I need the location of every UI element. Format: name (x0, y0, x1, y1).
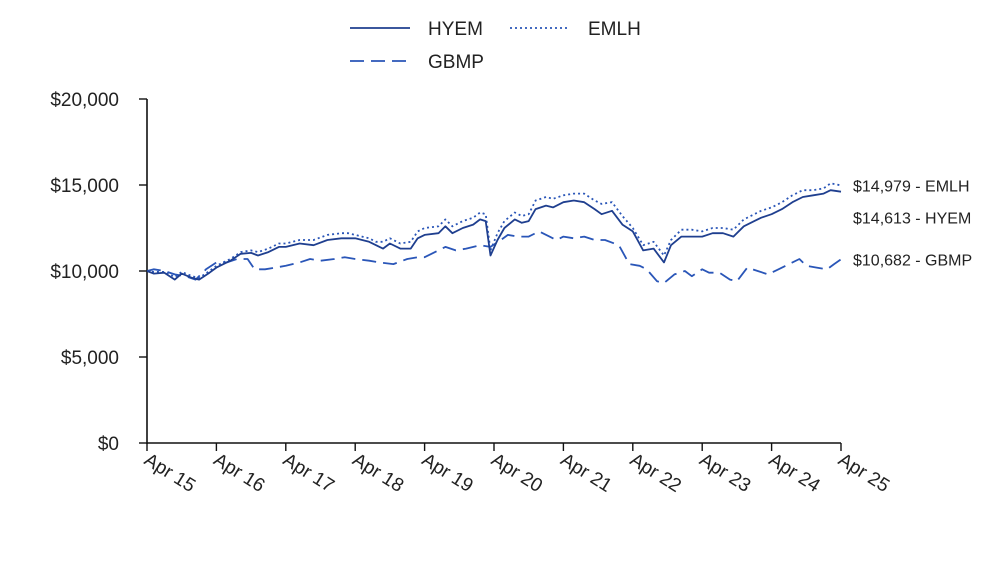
x-tick-label: Apr 19 (418, 449, 477, 496)
end-label-gbmp: $10,682 - GBMP (853, 252, 972, 269)
y-tick-label: $5,000 (61, 348, 119, 369)
legend-label-emlh: EMLH (588, 19, 641, 40)
x-tick-label: Apr 15 (140, 449, 199, 496)
end-labels: $14,979 - EMLH $14,613 - HYEM $10,682 - GB… (853, 178, 972, 269)
x-tick-label: Apr 24 (765, 449, 824, 497)
legend: HYEM EMLH GBMP (350, 19, 641, 73)
series-line-emlh (146, 182, 842, 279)
x-tick-label: Apr 20 (487, 449, 546, 496)
series-line-hyem (146, 189, 842, 281)
y-tick-label: $10,000 (50, 262, 119, 283)
end-label-hyem: $14,613 - HYEM (853, 210, 971, 227)
series-lines (146, 182, 842, 284)
x-tick-label: Apr 25 (834, 449, 893, 496)
y-tick-label: $0 (98, 434, 119, 455)
end-label-emlh: $14,979 - EMLH (853, 178, 970, 195)
x-axis-ticks: Apr 15 Apr 16 Apr 17 Apr 18 Apr 19 Apr 20 Apr … (140, 443, 893, 497)
x-tick-label: Apr 17 (279, 449, 338, 496)
x-tick-label: Apr 16 (210, 449, 269, 496)
legend-label-hyem: HYEM (428, 19, 483, 40)
series-line-gbmp (146, 230, 842, 284)
x-tick-label: Apr 22 (626, 449, 685, 496)
y-axis-ticks: $0 $5,000 $10,000 $15,000 $20,000 (50, 90, 147, 455)
x-tick-label: Apr 23 (696, 449, 755, 496)
y-tick-label: $15,000 (50, 176, 119, 197)
x-tick-label: Apr 21 (557, 449, 616, 496)
y-tick-label: $20,000 (50, 90, 119, 111)
legend-label-gbmp: GBMP (428, 52, 484, 73)
x-tick-label: Apr 18 (349, 449, 408, 496)
